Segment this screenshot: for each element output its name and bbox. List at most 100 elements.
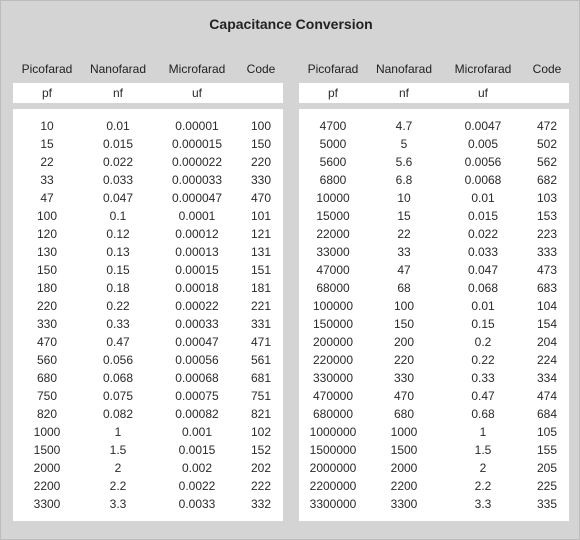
unit-uf: uf xyxy=(191,86,202,100)
table-row: 47 0.047 0.000047 470 xyxy=(13,189,283,207)
cell-picofarad: 47 xyxy=(40,191,54,205)
cell-picofarad: 200000 xyxy=(312,335,354,349)
cell-microfarad: 0.00013 xyxy=(175,245,219,259)
table-row: 1500 1.5 0.0015 152 xyxy=(13,441,283,459)
cell-microfarad: 2.2 xyxy=(474,479,492,493)
cell-picofarad: 130 xyxy=(36,245,58,259)
cell-code: 102 xyxy=(250,425,272,439)
cell-code: 221 xyxy=(250,299,272,313)
cell-microfarad: 0.00018 xyxy=(175,281,219,295)
cell-nanofarad: 0.18 xyxy=(106,281,130,295)
header-microfarad: Microfarad xyxy=(168,62,226,76)
cell-picofarad: 330000 xyxy=(312,371,354,385)
table-row: 1000000 1000 1 105 xyxy=(299,423,569,441)
cell-picofarad: 100000 xyxy=(312,299,354,313)
cell-code: 331 xyxy=(250,317,272,331)
cell-nanofarad: 1500 xyxy=(390,443,418,457)
table-body: 4700 4.7 0.0047 472 5000 5 0.005 502 5600 5.6 0.00… xyxy=(299,109,569,521)
cell-nanofarad: 470 xyxy=(393,389,415,403)
table-row: 750 0.075 0.00075 751 xyxy=(13,387,283,405)
cell-code: 561 xyxy=(250,353,272,367)
unit-uf: uf xyxy=(477,86,488,100)
cell-microfarad: 0.00012 xyxy=(175,227,219,241)
cell-picofarad: 5000 xyxy=(319,137,347,151)
cell-picofarad: 120 xyxy=(36,227,58,241)
table-row: 180 0.18 0.00018 181 xyxy=(13,279,283,297)
cell-microfarad: 0.000047 xyxy=(171,191,223,205)
cell-nanofarad: 0.12 xyxy=(106,227,130,241)
table-row: 100 0.1 0.0001 101 xyxy=(13,207,283,225)
cell-microfarad: 2 xyxy=(479,461,487,475)
cell-nanofarad: 200 xyxy=(393,335,415,349)
cell-code: 153 xyxy=(536,209,558,223)
cell-microfarad: 0.15 xyxy=(471,317,495,331)
header-code: Code xyxy=(246,62,276,76)
cell-microfarad: 0.00068 xyxy=(175,371,219,385)
cell-microfarad: 0.01 xyxy=(471,299,495,313)
cell-nanofarad: 0.047 xyxy=(102,191,134,205)
table-row: 15 0.015 0.000015 150 xyxy=(13,135,283,153)
cell-microfarad: 0.00075 xyxy=(175,389,219,403)
cell-nanofarad: 10 xyxy=(397,191,411,205)
table-row: 22 0.022 0.000022 220 xyxy=(13,153,283,171)
unit-row: pf nf uf xyxy=(299,83,569,103)
cell-microfarad: 0.0056 xyxy=(464,155,502,169)
table-row: 10000 10 0.01 103 xyxy=(299,189,569,207)
cell-microfarad: 0.00033 xyxy=(175,317,219,331)
table-row: 150000 150 0.15 154 xyxy=(299,315,569,333)
table-row: 33 0.033 0.000033 330 xyxy=(13,171,283,189)
cell-microfarad: 0.01 xyxy=(471,191,495,205)
cell-code: 471 xyxy=(250,335,272,349)
table-row: 680000 680 0.68 684 xyxy=(299,405,569,423)
table-row: 680 0.068 0.00068 681 xyxy=(13,369,283,387)
cell-code: 202 xyxy=(250,461,272,475)
cell-code: 335 xyxy=(536,497,558,511)
table-row: 47000 47 0.047 473 xyxy=(299,261,569,279)
cell-picofarad: 33000 xyxy=(316,245,350,259)
table-row: 2000 2 0.002 202 xyxy=(13,459,283,477)
cell-microfarad: 0.022 xyxy=(467,227,499,241)
cell-nanofarad: 0.022 xyxy=(102,155,134,169)
cell-microfarad: 0.005 xyxy=(467,137,499,151)
cell-microfarad: 0.47 xyxy=(471,389,495,403)
table-row: 15000 15 0.015 153 xyxy=(299,207,569,225)
cell-nanofarad: 4.7 xyxy=(395,119,413,133)
cell-code: 103 xyxy=(536,191,558,205)
cell-microfarad: 0.033 xyxy=(467,245,499,259)
cell-code: 332 xyxy=(250,497,272,511)
cell-picofarad: 150 xyxy=(36,263,58,277)
cell-nanofarad: 0.47 xyxy=(106,335,130,349)
cell-code: 681 xyxy=(250,371,272,385)
cell-nanofarad: 15 xyxy=(397,209,411,223)
table-row: 2200000 2200 2.2 225 xyxy=(299,477,569,495)
cell-code: 225 xyxy=(536,479,558,493)
table-row: 330000 330 0.33 334 xyxy=(299,369,569,387)
table-row: 5000 5 0.005 502 xyxy=(299,135,569,153)
cell-nanofarad: 2200 xyxy=(390,479,418,493)
cell-nanofarad: 0.01 xyxy=(106,119,130,133)
cell-code: 330 xyxy=(250,173,272,187)
table-row: 220 0.22 0.00022 221 xyxy=(13,297,283,315)
cell-nanofarad: 2000 xyxy=(390,461,418,475)
cell-code: 105 xyxy=(536,425,558,439)
cell-picofarad: 68000 xyxy=(316,281,350,295)
cell-code: 751 xyxy=(250,389,272,403)
cell-microfarad: 0.047 xyxy=(467,263,499,277)
cell-picofarad: 6800 xyxy=(319,173,347,187)
cell-picofarad: 10 xyxy=(40,119,54,133)
table-row: 3300000 3300 3.3 335 xyxy=(299,495,569,513)
cell-microfarad: 0.002 xyxy=(181,461,213,475)
cell-code: 682 xyxy=(536,173,558,187)
cell-code: 155 xyxy=(536,443,558,457)
cell-nanofarad: 1 xyxy=(114,425,122,439)
cell-microfarad: 0.22 xyxy=(471,353,495,367)
table-body: 10 0.01 0.00001 100 15 0.015 0.000015 150 22 0.02… xyxy=(13,109,283,521)
cell-nanofarad: 1000 xyxy=(390,425,418,439)
cell-nanofarad: 0.1 xyxy=(109,209,127,223)
cell-picofarad: 470000 xyxy=(312,389,354,403)
cell-code: 473 xyxy=(536,263,558,277)
cell-nanofarad: 6.8 xyxy=(395,173,413,187)
cell-nanofarad: 100 xyxy=(393,299,415,313)
cell-picofarad: 820 xyxy=(36,407,58,421)
cell-microfarad: 0.0001 xyxy=(178,209,216,223)
